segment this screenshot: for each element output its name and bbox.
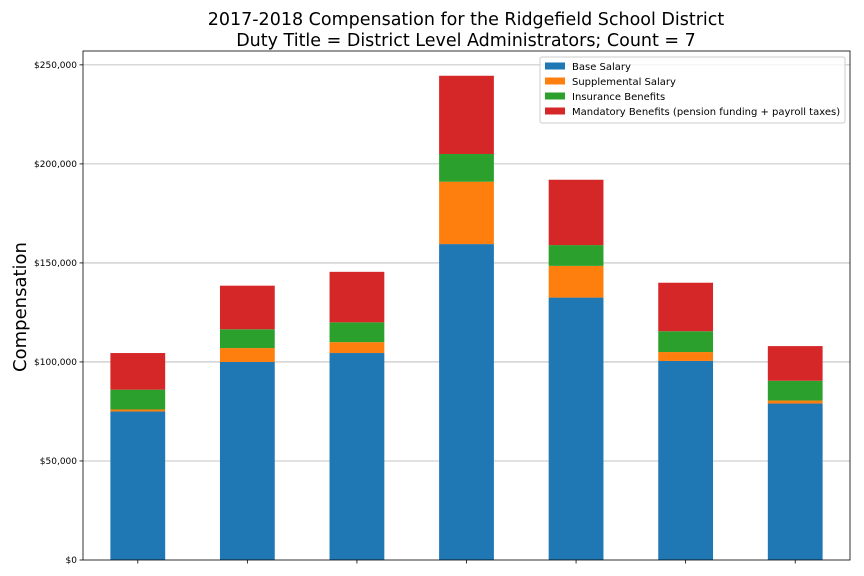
bar-segment-6-series-3 bbox=[658, 331, 714, 353]
bar-segment-4-series-2 bbox=[439, 181, 494, 245]
y-tick-label-1: $50,000 bbox=[40, 457, 77, 467]
y-tick-label-4: $200,000 bbox=[34, 160, 77, 170]
x-ticks bbox=[137, 560, 796, 564]
y-tick-label-2: $100,000 bbox=[34, 358, 77, 368]
y-tick-label-5: $250,000 bbox=[34, 61, 77, 71]
bar-segment-2-series-4 bbox=[219, 285, 275, 330]
legend-swatch-3 bbox=[545, 92, 565, 100]
bar-segment-3-series-4 bbox=[329, 271, 385, 323]
bar-segment-1-series-2 bbox=[110, 409, 166, 412]
bar-segment-2-series-1 bbox=[219, 361, 275, 560]
legend-swatch-1 bbox=[545, 62, 565, 70]
y-ticks: $0 $50,000 $100,000 $150,000 $200,000 $250,00… bbox=[34, 61, 83, 566]
legend-box bbox=[539, 56, 846, 124]
bar-segment-1-series-1 bbox=[110, 411, 166, 560]
legend-label-3: Insurance Benefits bbox=[572, 92, 665, 103]
legend-swatch-4 bbox=[545, 107, 565, 115]
chart-title-line-1: 2017-2018 Compensation for the Ridgefiel… bbox=[208, 10, 725, 30]
bar-segment-1-series-4 bbox=[110, 353, 166, 390]
bar-segment-2-series-2 bbox=[219, 348, 275, 362]
bar-segment-3-series-2 bbox=[329, 342, 385, 354]
chart-title-line-2: Duty Title = District Level Administrato… bbox=[236, 31, 696, 51]
bar-segment-3-series-3 bbox=[329, 322, 385, 343]
bar-segment-7-series-1 bbox=[767, 403, 823, 560]
bar-segment-7-series-2 bbox=[767, 400, 823, 404]
bars bbox=[110, 75, 823, 560]
y-tick-label-0: $0 bbox=[66, 556, 78, 566]
bar-segment-4-series-4 bbox=[439, 75, 494, 154]
bar-segment-4-series-3 bbox=[439, 153, 494, 182]
bar-segment-1-series-3 bbox=[110, 389, 166, 410]
legend-label-4: Mandatory Benefits (pension funding + pa… bbox=[572, 107, 840, 118]
legend-label-2: Supplemental Salary bbox=[572, 77, 676, 88]
bar-segment-6-series-2 bbox=[658, 352, 714, 361]
bar-segment-3-series-1 bbox=[329, 353, 385, 560]
bar-segment-7-series-4 bbox=[767, 346, 823, 381]
y-axis-label: Compensation bbox=[10, 242, 31, 372]
bar-segment-2-series-3 bbox=[219, 329, 275, 349]
bar-segment-5-series-2 bbox=[548, 265, 604, 298]
legend-swatch-2 bbox=[545, 77, 565, 85]
bar-segment-5-series-1 bbox=[548, 297, 604, 560]
bar-segment-5-series-3 bbox=[548, 245, 604, 266]
bar-segment-6-series-4 bbox=[658, 282, 714, 332]
bar-segment-6-series-1 bbox=[658, 360, 714, 560]
y-tick-label-3: $150,000 bbox=[34, 259, 77, 269]
bar-segment-4-series-1 bbox=[439, 244, 494, 560]
bar-segment-7-series-3 bbox=[767, 380, 823, 401]
bar-segment-5-series-4 bbox=[548, 179, 604, 246]
legend: Base Salary Supplemental Salary Insurance … bbox=[539, 56, 846, 124]
legend-label-1: Base Salary bbox=[572, 62, 631, 73]
